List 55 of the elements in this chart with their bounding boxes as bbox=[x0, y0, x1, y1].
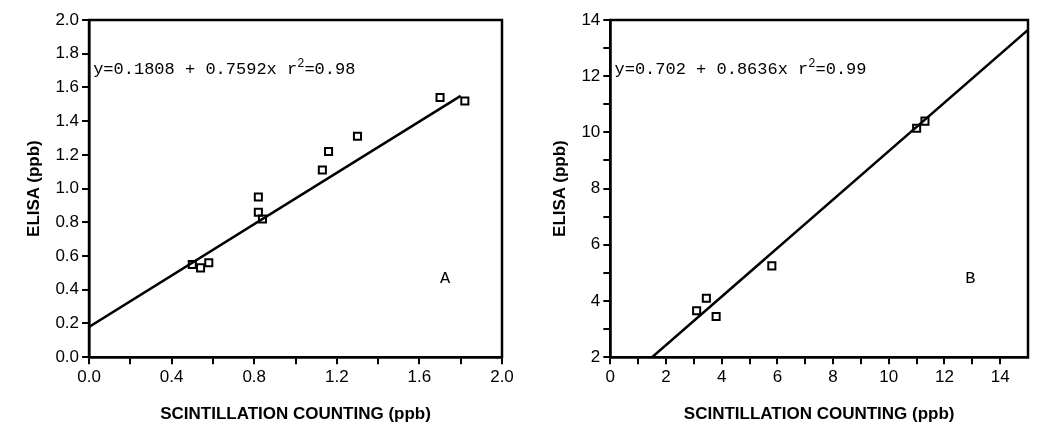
x-tick-label: 10 bbox=[879, 367, 899, 387]
y-tick-label: 1.4 bbox=[55, 110, 80, 130]
y-tick-label: 1.2 bbox=[55, 144, 80, 164]
y-tick-label: 4 bbox=[590, 290, 601, 310]
x-tick-label: 14 bbox=[990, 367, 1010, 387]
y-tick-label: 1.0 bbox=[55, 178, 80, 198]
x-tick-label: 1.6 bbox=[407, 367, 432, 387]
x-tick-label: 6 bbox=[772, 367, 783, 387]
x-tick-label: 0.8 bbox=[242, 367, 267, 387]
point bbox=[204, 258, 214, 268]
y-tick-label: 0.0 bbox=[55, 346, 80, 366]
x-tick-label: 0.4 bbox=[159, 367, 184, 387]
annotation: B bbox=[965, 269, 976, 289]
x-axis-title: SCINTILLATION COUNTING (ppb) bbox=[683, 404, 955, 424]
y-axis-title: ELISA (ppb) bbox=[549, 140, 569, 237]
point bbox=[253, 207, 263, 217]
x-tick-label: 12 bbox=[935, 367, 954, 387]
y-axis-title: ELISA (ppb) bbox=[23, 140, 43, 237]
y-tick-label: 10 bbox=[581, 122, 601, 142]
point bbox=[435, 93, 445, 103]
y-tick-label: 2.0 bbox=[55, 9, 80, 29]
point bbox=[701, 293, 711, 303]
point bbox=[253, 192, 263, 202]
point bbox=[692, 306, 702, 316]
point bbox=[187, 259, 197, 270]
x-tick-label: 2 bbox=[661, 367, 671, 387]
y-tick-label: 0.4 bbox=[55, 279, 80, 299]
point bbox=[317, 165, 327, 175]
x-tick-label: 0 bbox=[605, 367, 616, 387]
y-tick-label: 8 bbox=[590, 178, 601, 198]
point bbox=[324, 146, 334, 157]
point bbox=[711, 311, 721, 321]
x-tick-label: 0.0 bbox=[77, 367, 101, 387]
point bbox=[767, 261, 777, 271]
x-tick-label: 4 bbox=[716, 367, 727, 387]
y-tick-label: 0.6 bbox=[55, 245, 80, 265]
y-tick-label: 12 bbox=[581, 65, 601, 85]
y-tick-label: 0.8 bbox=[55, 212, 80, 232]
x-axis-title: SCINTILLATION COUNTING (ppb) bbox=[160, 404, 431, 424]
point bbox=[920, 116, 930, 126]
point bbox=[912, 123, 922, 133]
y-tick-label: 6 bbox=[590, 234, 601, 254]
y-tick-label: 1.8 bbox=[55, 43, 80, 63]
annotation: A bbox=[440, 269, 452, 289]
point bbox=[257, 214, 268, 224]
y-tick-label: 14 bbox=[581, 9, 601, 29]
point bbox=[196, 263, 206, 273]
x-tick-label: 8 bbox=[828, 367, 838, 387]
y-tick-label: 0.2 bbox=[55, 313, 80, 333]
y-tick-label: 1.6 bbox=[55, 77, 80, 97]
y-tick-label: 2 bbox=[590, 346, 601, 366]
x-tick-label: 2.0 bbox=[490, 367, 514, 387]
point bbox=[352, 131, 362, 141]
point bbox=[460, 96, 470, 106]
x-tick-label: 1.2 bbox=[324, 367, 349, 387]
